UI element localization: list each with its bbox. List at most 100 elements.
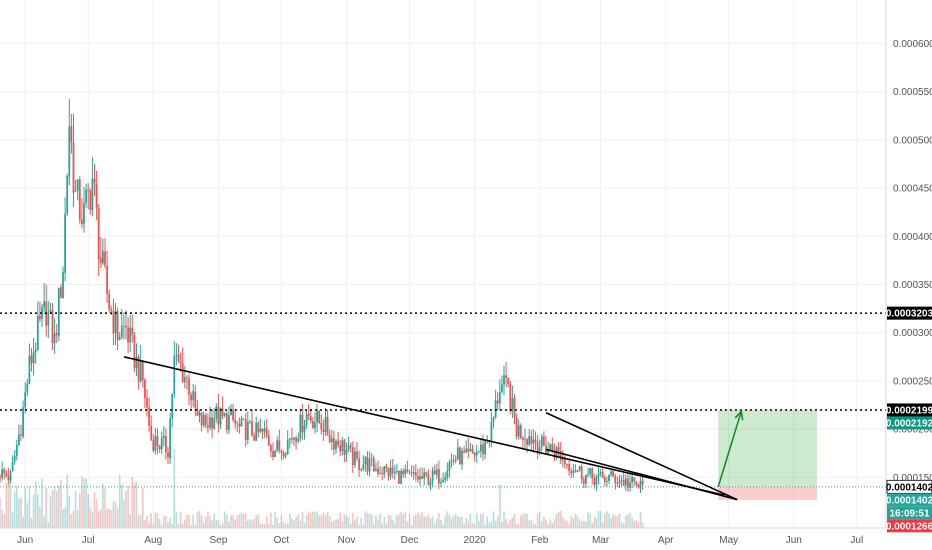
price-tag: 16:09:51 <box>887 506 932 520</box>
horizontal-lines[interactable] <box>0 312 886 488</box>
candle-body <box>400 471 402 484</box>
volume-bar <box>131 476 134 528</box>
volume-bar <box>167 521 169 528</box>
candle-body <box>312 420 314 429</box>
volume-bar <box>43 515 45 528</box>
candle-body <box>85 189 87 203</box>
candle-body <box>22 407 24 437</box>
candle-body <box>591 468 594 479</box>
candle-body <box>351 447 354 466</box>
candle-body <box>39 315 41 320</box>
volume-bar <box>173 448 176 528</box>
candle-body <box>448 462 451 471</box>
candle-body <box>347 445 350 451</box>
time-tick-label: Feb <box>531 535 549 546</box>
volume-bar <box>213 513 215 528</box>
volume-bar <box>543 516 545 528</box>
candle-body <box>624 478 627 486</box>
time-axis[interactable]: Jun Jul Aug Sep Oct Nov Dec 2020 Feb Mar Apr May Jun… <box>17 535 863 546</box>
candle-body <box>200 412 203 426</box>
price-tag: 0.0002199 <box>886 403 932 417</box>
candle-body <box>328 435 331 443</box>
volume-bar <box>274 511 276 528</box>
volume-bar <box>612 514 614 528</box>
grid-lines <box>0 0 886 528</box>
volume-bar <box>490 522 493 528</box>
time-tick-label: Jul <box>82 535 95 546</box>
candle-body <box>408 471 411 473</box>
candle-body <box>322 429 325 432</box>
volume-bar <box>360 518 362 528</box>
volume-bar <box>66 474 68 528</box>
long-position-tool[interactable] <box>718 409 817 500</box>
candle-body <box>274 450 276 458</box>
candle-body <box>377 468 379 474</box>
trendlines[interactable] <box>123 356 738 501</box>
candle-body <box>66 175 69 214</box>
candle-body <box>291 438 293 440</box>
candle-body <box>91 178 94 211</box>
volume-bar <box>37 494 39 528</box>
price-tag-label: 0.0001402 <box>886 495 932 506</box>
volume-bar <box>475 513 478 528</box>
candle-body <box>232 408 234 421</box>
volume-bar <box>352 512 354 528</box>
volume-bar <box>221 522 224 528</box>
volume-bar <box>356 516 358 528</box>
volume-bar <box>429 518 432 528</box>
stop-zone <box>718 486 817 500</box>
candle-body <box>261 428 264 432</box>
candle-body <box>589 468 591 475</box>
time-tick-label: Mar <box>592 535 610 546</box>
candle-body <box>587 474 589 476</box>
candle-body <box>513 398 516 418</box>
volume-bar <box>118 474 121 528</box>
candle-body <box>238 423 241 427</box>
candle-body <box>118 337 121 340</box>
candle-body <box>370 458 373 460</box>
volume-bar <box>444 516 446 528</box>
time-tick-label: 2020 <box>463 535 486 546</box>
candle-body <box>606 480 608 482</box>
candle-body <box>154 436 157 451</box>
volume-bar <box>564 519 566 528</box>
candle-body <box>20 434 22 436</box>
candle-body <box>192 391 195 401</box>
candle-body <box>477 451 480 452</box>
volume-bar <box>244 513 247 528</box>
volume-bar <box>139 514 142 528</box>
candle-body <box>207 425 209 428</box>
candle-body <box>396 470 398 472</box>
volume-bar <box>116 508 119 528</box>
candle-body <box>99 257 102 264</box>
volume-bar <box>486 516 488 528</box>
candle-body <box>83 203 85 224</box>
candle-body <box>24 392 27 408</box>
candle-body <box>202 415 205 426</box>
candle-body <box>43 301 45 308</box>
volume-bar <box>51 490 54 528</box>
volume-bar <box>391 519 394 528</box>
target-arrow[interactable] <box>717 409 744 488</box>
volume-bar <box>242 513 245 528</box>
candle-body <box>74 190 77 192</box>
candle-body <box>177 355 180 362</box>
volume-bar <box>202 523 205 528</box>
volume-bar <box>72 510 75 528</box>
volume-bar <box>190 524 192 528</box>
volume-bar <box>595 518 598 528</box>
candle-body <box>454 459 457 462</box>
volume-bar <box>16 485 18 528</box>
volume-bar <box>578 519 581 528</box>
candle-body <box>314 422 316 429</box>
candle-body <box>213 418 216 429</box>
volume-bar <box>629 512 631 528</box>
volume-bar <box>454 513 457 528</box>
candle-body <box>265 428 268 436</box>
candle-body <box>251 421 253 436</box>
volume-bar <box>557 511 560 528</box>
